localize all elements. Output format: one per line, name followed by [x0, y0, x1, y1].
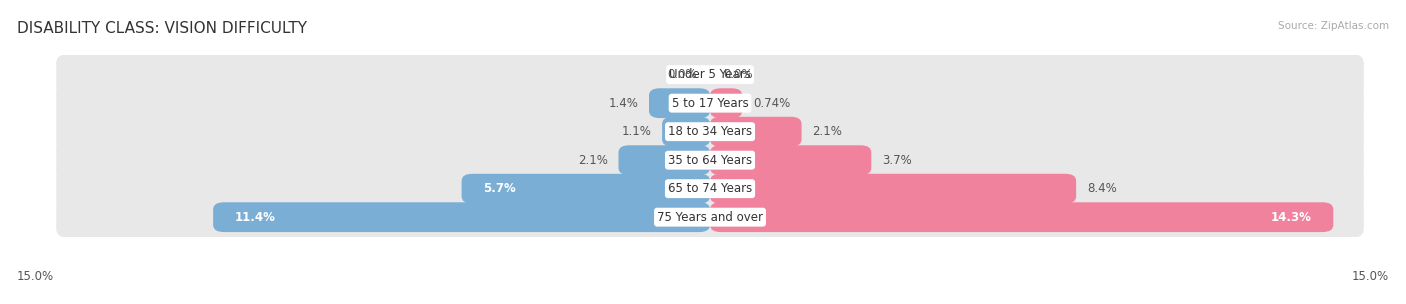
Text: 15.0%: 15.0%: [1353, 270, 1389, 283]
FancyBboxPatch shape: [710, 117, 801, 147]
Text: 18 to 34 Years: 18 to 34 Years: [668, 125, 752, 138]
FancyBboxPatch shape: [56, 110, 1364, 153]
FancyBboxPatch shape: [710, 174, 1076, 204]
FancyBboxPatch shape: [56, 82, 1364, 125]
FancyBboxPatch shape: [56, 139, 1364, 181]
FancyBboxPatch shape: [56, 53, 1364, 96]
Text: 5.7%: 5.7%: [484, 182, 516, 195]
Text: DISABILITY CLASS: VISION DIFFICULTY: DISABILITY CLASS: VISION DIFFICULTY: [17, 21, 307, 36]
FancyBboxPatch shape: [710, 88, 742, 118]
Text: 2.1%: 2.1%: [578, 154, 607, 167]
Text: 35 to 64 Years: 35 to 64 Years: [668, 154, 752, 167]
FancyBboxPatch shape: [710, 145, 872, 175]
Text: 5 to 17 Years: 5 to 17 Years: [672, 97, 748, 110]
Text: 14.3%: 14.3%: [1271, 211, 1312, 224]
Text: 75 Years and over: 75 Years and over: [657, 211, 763, 224]
FancyBboxPatch shape: [461, 174, 710, 204]
Text: 1.4%: 1.4%: [609, 97, 638, 110]
Text: Source: ZipAtlas.com: Source: ZipAtlas.com: [1278, 21, 1389, 31]
Text: 2.1%: 2.1%: [813, 125, 842, 138]
Text: 11.4%: 11.4%: [235, 211, 276, 224]
Text: Under 5 Years: Under 5 Years: [669, 68, 751, 81]
Text: 1.1%: 1.1%: [621, 125, 651, 138]
FancyBboxPatch shape: [56, 196, 1364, 239]
FancyBboxPatch shape: [650, 88, 710, 118]
Text: 0.0%: 0.0%: [723, 68, 752, 81]
Text: 65 to 74 Years: 65 to 74 Years: [668, 182, 752, 195]
Text: 8.4%: 8.4%: [1087, 182, 1116, 195]
FancyBboxPatch shape: [710, 202, 1333, 232]
Text: 15.0%: 15.0%: [17, 270, 53, 283]
FancyBboxPatch shape: [214, 202, 710, 232]
FancyBboxPatch shape: [662, 117, 710, 147]
FancyBboxPatch shape: [619, 145, 710, 175]
Text: 0.0%: 0.0%: [668, 68, 697, 81]
Text: 0.74%: 0.74%: [754, 97, 790, 110]
FancyBboxPatch shape: [56, 167, 1364, 210]
Text: 3.7%: 3.7%: [882, 154, 912, 167]
